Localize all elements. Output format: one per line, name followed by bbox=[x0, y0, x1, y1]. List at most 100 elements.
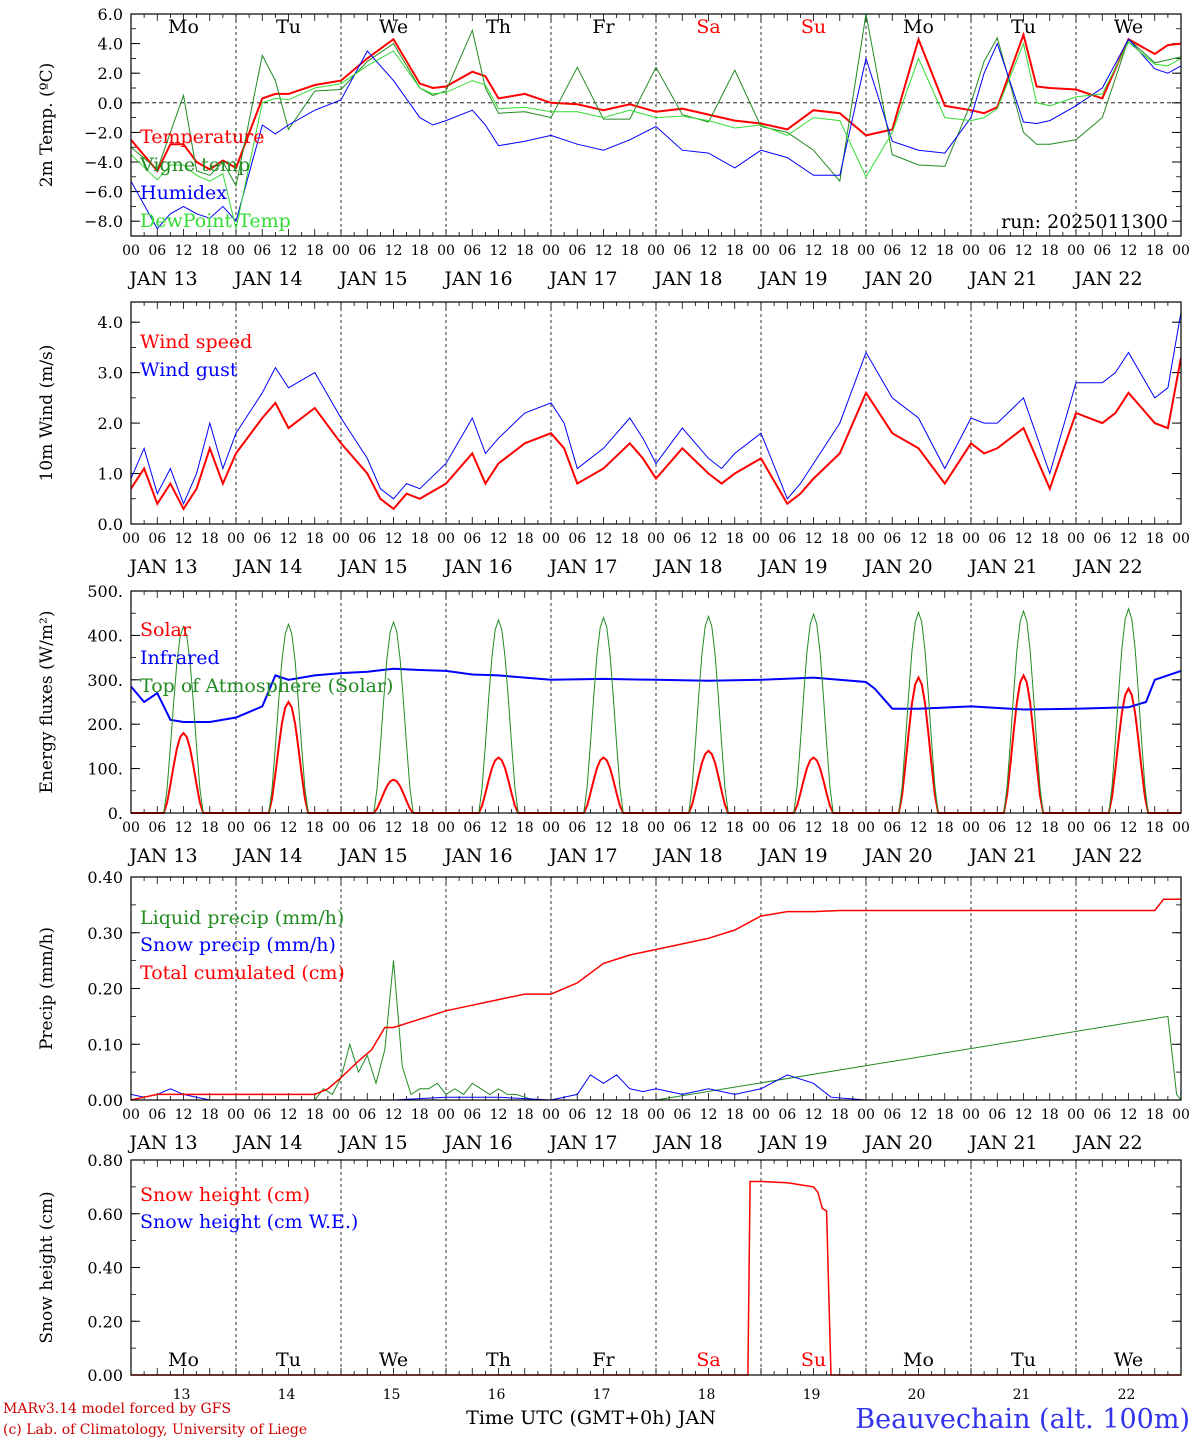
daynum-label: 18 bbox=[698, 1387, 716, 1403]
hour-tick-label: 06 bbox=[883, 243, 901, 259]
hour-tick-label: 00 bbox=[542, 243, 560, 259]
hour-tick-label: 12 bbox=[175, 531, 193, 547]
hour-tick-label: 06 bbox=[778, 820, 796, 836]
date-label: JAN 22 bbox=[1072, 845, 1142, 867]
legend-entry: Temperature bbox=[140, 126, 264, 148]
legend-entry: Solar bbox=[140, 619, 192, 641]
y-axis-title: 2m Temp. (ºC) bbox=[37, 63, 57, 188]
date-label: JAN 15 bbox=[337, 1132, 407, 1154]
hour-tick-label: 06 bbox=[358, 531, 376, 547]
panel-4: 0.00 0.20 0.40 0.60 0.80 Snow height (cm) Snow… bbox=[37, 1151, 1182, 1403]
weekday-label: Mo bbox=[168, 16, 199, 38]
hour-tick-label: 06 bbox=[568, 1107, 586, 1123]
hour-tick-label: 12 bbox=[700, 1107, 718, 1123]
hour-tick-label: 18 bbox=[831, 1107, 849, 1123]
hour-tick-label: 06 bbox=[673, 243, 691, 259]
hour-tick-label: 06 bbox=[463, 1107, 481, 1123]
hour-tick-label: 00 bbox=[437, 1107, 455, 1123]
hour-tick-label: 06 bbox=[673, 1107, 691, 1123]
y-tick-label: 0.0 bbox=[98, 515, 123, 534]
date-label: JAN 14 bbox=[232, 1132, 302, 1154]
hour-tick-label: 06 bbox=[253, 243, 271, 259]
weekday-label: Sa bbox=[696, 1349, 720, 1371]
y-tick-label: 2.0 bbox=[98, 64, 123, 83]
hour-tick-label: 00 bbox=[647, 1107, 665, 1123]
y-axis-title: 10m Wind (m/s) bbox=[37, 345, 57, 482]
legend-entry: Total cumulated (cm) bbox=[140, 962, 345, 984]
date-label: JAN 22 bbox=[1072, 268, 1142, 290]
date-label: JAN 17 bbox=[547, 845, 617, 867]
date-label: JAN 21 bbox=[967, 556, 1037, 578]
weekday-label: Sa bbox=[696, 16, 720, 38]
hour-tick-label: 12 bbox=[490, 243, 508, 259]
date-label: JAN 13 bbox=[127, 1132, 197, 1154]
hour-tick-label: 06 bbox=[148, 531, 166, 547]
weekday-label: Tu bbox=[276, 16, 301, 38]
y-tick-label: 400. bbox=[87, 626, 123, 645]
hour-tick-label: 18 bbox=[936, 1107, 954, 1123]
legend-entry: Liquid precip (mm/h) bbox=[140, 907, 344, 929]
hour-tick-label: 18 bbox=[306, 820, 324, 836]
daynum-label: 14 bbox=[278, 1387, 296, 1403]
date-label: JAN 18 bbox=[652, 556, 722, 578]
date-label: JAN 20 bbox=[862, 845, 932, 867]
date-label: JAN 21 bbox=[967, 845, 1037, 867]
hour-tick-label: 00 bbox=[857, 243, 875, 259]
hour-tick-label: 06 bbox=[883, 531, 901, 547]
hour-tick-label: 18 bbox=[1041, 243, 1059, 259]
weekday-label: Tu bbox=[1011, 16, 1036, 38]
hour-tick-label: 06 bbox=[1093, 531, 1111, 547]
hour-tick-label: 12 bbox=[1015, 531, 1033, 547]
hour-tick-label: 06 bbox=[778, 243, 796, 259]
y-tick-label: 100. bbox=[87, 760, 123, 779]
hour-tick-label: 18 bbox=[621, 1107, 639, 1123]
daynum-label: 22 bbox=[1118, 1387, 1136, 1403]
y-axis-title: Precip (mm/h) bbox=[37, 927, 57, 1050]
hour-tick-label: 06 bbox=[568, 820, 586, 836]
hour-tick-label: 12 bbox=[490, 1107, 508, 1123]
y-tick-label: 0.0 bbox=[98, 94, 123, 113]
series-line bbox=[131, 898, 1181, 1101]
y-tick-label: 0.00 bbox=[87, 1366, 123, 1385]
hour-tick-label: 00 bbox=[857, 820, 875, 836]
legend-entry: Snow height (cm) bbox=[140, 1184, 310, 1206]
y-tick-label: 300. bbox=[87, 671, 123, 690]
date-label: JAN 14 bbox=[232, 845, 302, 867]
hour-tick-label: 00 bbox=[647, 243, 665, 259]
date-label: JAN 18 bbox=[652, 1132, 722, 1154]
y-tick-label: −6.0 bbox=[84, 183, 123, 202]
y-tick-label: 2.0 bbox=[98, 414, 123, 433]
hour-tick-label: 12 bbox=[805, 531, 823, 547]
hour-tick-label: 18 bbox=[201, 531, 219, 547]
hour-tick-label: 06 bbox=[358, 243, 376, 259]
y-tick-label: 0.60 bbox=[87, 1205, 123, 1224]
daynum-label: 19 bbox=[803, 1387, 821, 1403]
hour-tick-label: 06 bbox=[358, 820, 376, 836]
hour-tick-label: 18 bbox=[1146, 820, 1164, 836]
hour-tick-label: 18 bbox=[831, 820, 849, 836]
date-label: JAN 19 bbox=[757, 556, 827, 578]
hour-tick-label: 12 bbox=[280, 820, 298, 836]
y-tick-label: 0.40 bbox=[87, 1259, 123, 1278]
hour-tick-label: 18 bbox=[831, 531, 849, 547]
hour-tick-label: 06 bbox=[988, 1107, 1006, 1123]
weekday-label: We bbox=[1114, 16, 1143, 38]
plot-frame bbox=[130, 876, 1182, 1101]
y-tick-label: 4.0 bbox=[98, 35, 123, 54]
date-label: JAN 20 bbox=[862, 268, 932, 290]
hour-tick-label: 06 bbox=[1093, 820, 1111, 836]
hour-tick-label: 00 bbox=[332, 243, 350, 259]
daynum-label: 17 bbox=[593, 1387, 611, 1403]
weekday-label: Su bbox=[801, 1349, 826, 1371]
hour-tick-label: 00 bbox=[542, 1107, 560, 1123]
legend-entry: Wind gust bbox=[140, 359, 238, 381]
hour-tick-label: 00 bbox=[122, 531, 140, 547]
hour-tick-label: 00 bbox=[752, 820, 770, 836]
date-label: JAN 16 bbox=[442, 1132, 512, 1154]
hour-tick-label: 00 bbox=[542, 531, 560, 547]
hour-tick-label: 18 bbox=[306, 1107, 324, 1123]
hour-tick-label: 00 bbox=[542, 820, 560, 836]
date-label: JAN 18 bbox=[652, 845, 722, 867]
legend-entry: Humidex bbox=[140, 182, 227, 204]
y-tick-label: 0.10 bbox=[87, 1035, 123, 1054]
